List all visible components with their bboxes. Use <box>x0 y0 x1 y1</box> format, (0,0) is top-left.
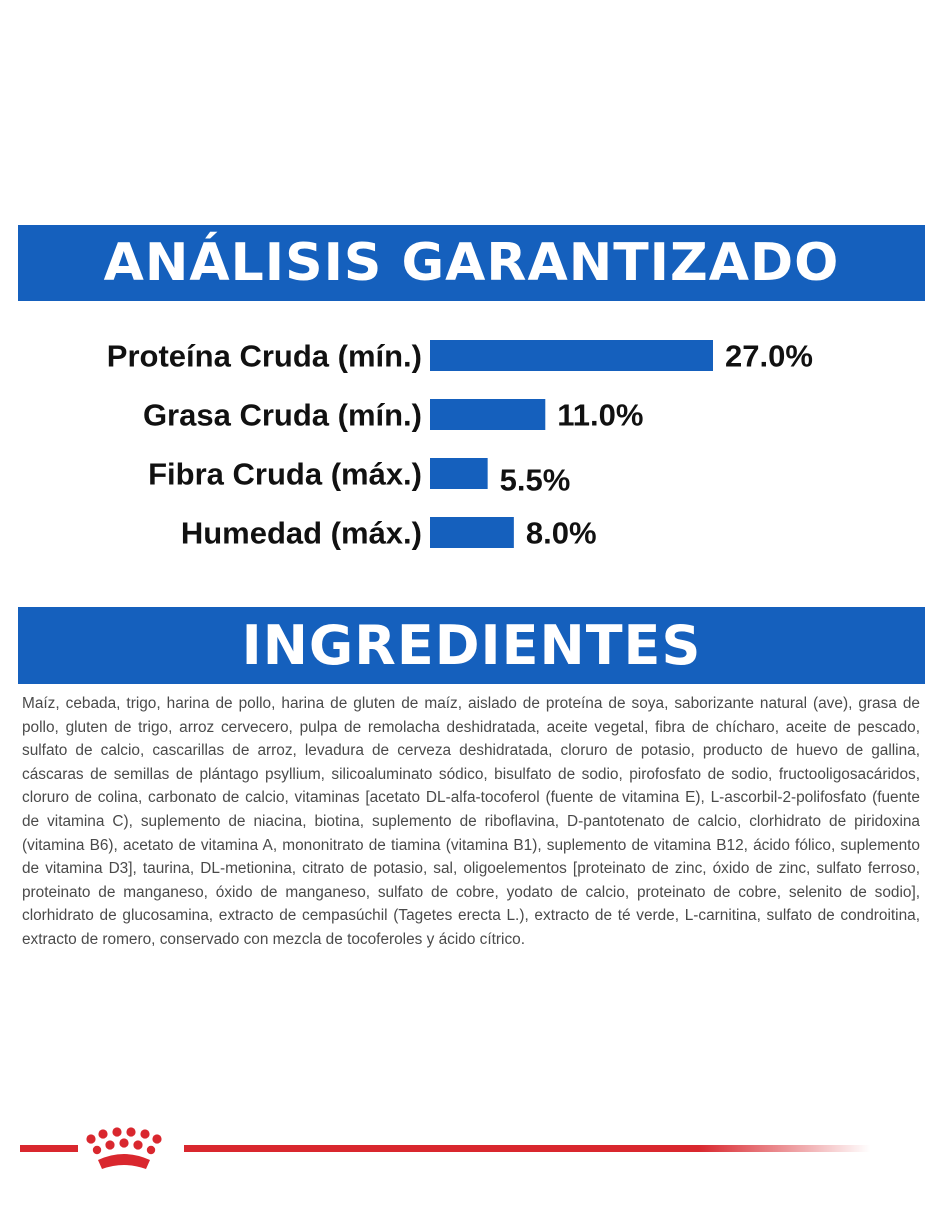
row-label: Grasa Cruda (mín.) <box>143 398 422 433</box>
data-label: 8.0% <box>526 516 597 551</box>
brand-footer <box>20 1127 870 1169</box>
ingredients-heading: INGREDIENTES <box>241 614 702 677</box>
bar <box>430 399 546 430</box>
data-label: 11.0% <box>557 398 643 433</box>
bar <box>430 517 514 548</box>
bar <box>430 458 488 489</box>
footer-line-left <box>20 1145 78 1152</box>
ingredients-list: Maíz, cebada, trigo, harina de pollo, ha… <box>22 695 920 948</box>
analysis-banner: ANÁLISIS GARANTIZADO <box>18 225 925 301</box>
data-label: 5.5% <box>500 463 571 498</box>
bar <box>430 340 713 371</box>
ingredients-banner: INGREDIENTES <box>18 607 925 684</box>
row-label: Humedad (máx.) <box>181 516 422 551</box>
footer-line-right <box>184 1145 870 1152</box>
data-label: 27.0% <box>725 339 813 374</box>
row-label: Fibra Cruda (máx.) <box>148 457 422 492</box>
analysis-heading: ANÁLISIS GARANTIZADO <box>103 233 840 293</box>
crown-icon <box>86 1127 162 1169</box>
guaranteed-analysis-chart: Proteína Cruda (mín.) 27.0% Grasa Cruda (m… <box>107 339 813 551</box>
row-label: Proteína Cruda (mín.) <box>107 339 422 374</box>
